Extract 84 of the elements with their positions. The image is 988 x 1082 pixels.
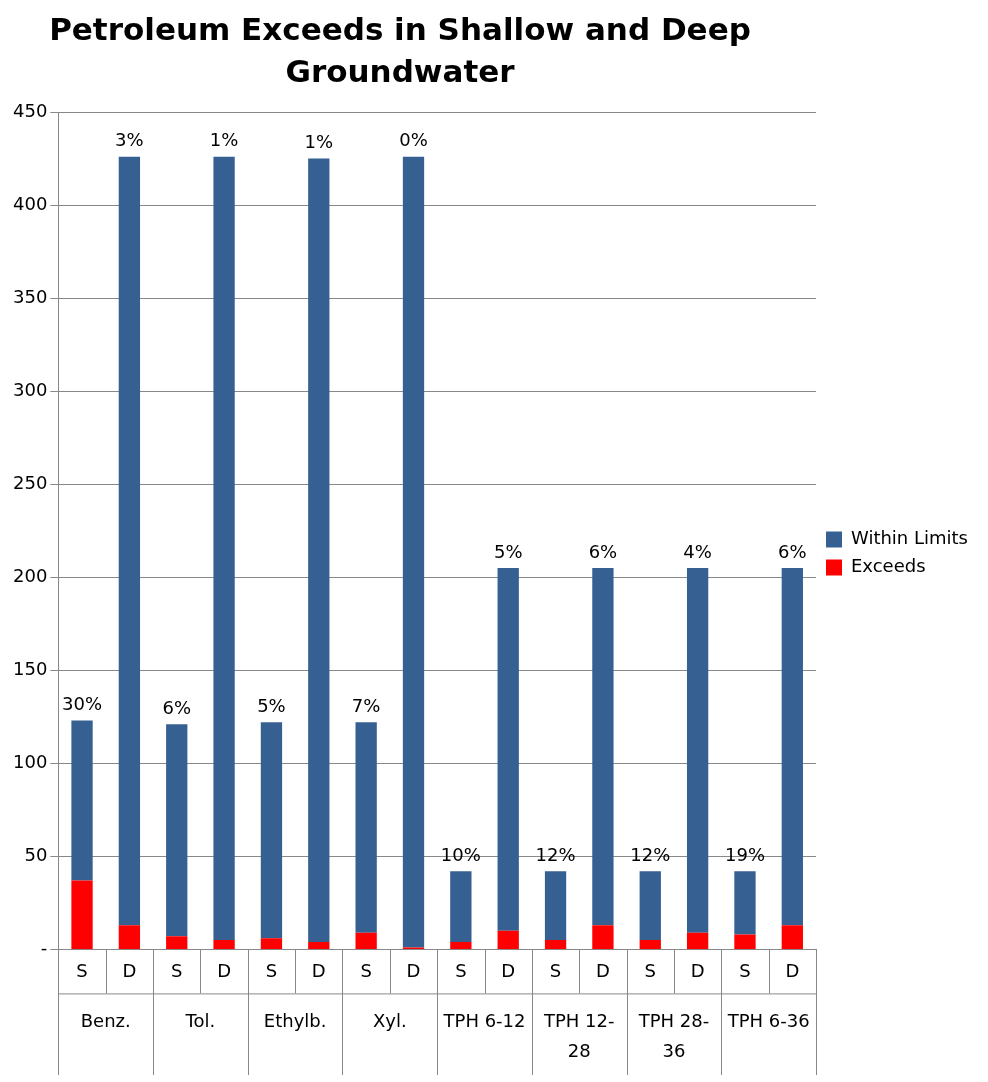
text: TPH 6-12	[442, 1010, 526, 1032]
annotation: 12%	[535, 843, 576, 865]
bar	[497, 567, 519, 931]
bar	[71, 720, 93, 881]
x-tick-label: D	[595, 959, 610, 981]
annotation: 12%	[630, 843, 671, 865]
bar	[260, 938, 283, 949]
bar	[118, 925, 141, 949]
annotation: 6%	[778, 540, 807, 562]
x-tick-label: S	[455, 959, 467, 981]
bar	[781, 925, 803, 949]
bar	[592, 567, 614, 926]
text: TPH 6-36	[726, 1010, 810, 1032]
y-tick-label: 100	[13, 750, 48, 772]
bar	[260, 722, 283, 939]
bar	[355, 722, 377, 933]
x-tick-label: S	[171, 959, 183, 981]
bar	[781, 567, 803, 926]
bar	[166, 724, 188, 937]
bar	[544, 940, 567, 949]
bar	[71, 880, 93, 949]
annotation: 1%	[209, 129, 239, 151]
bar	[734, 871, 756, 935]
annotation: 6%	[588, 540, 618, 562]
text: Tol.	[184, 1010, 216, 1032]
bar	[450, 871, 472, 942]
bar	[686, 567, 709, 933]
x-tick-label: S	[265, 959, 278, 981]
x-tick-label: D	[785, 959, 800, 981]
y-tick-label: 400	[13, 192, 48, 214]
annotation: 6%	[162, 696, 192, 718]
bar	[450, 941, 472, 949]
y-tick-label: 200	[13, 564, 48, 586]
text: TPH 12-28	[542, 1010, 615, 1062]
text: Ethylb.	[263, 1010, 327, 1032]
x-tick-label: D	[690, 959, 705, 981]
y-tick-label: 300	[13, 378, 48, 400]
bar	[734, 934, 756, 949]
y-tick-label: -	[40, 937, 48, 959]
text: Xyl.	[372, 1010, 407, 1032]
x-tick-label: D	[217, 959, 232, 981]
x-tick-label: S	[644, 959, 656, 981]
annotation: 1%	[304, 131, 334, 153]
y-tick-label: 150	[13, 657, 48, 679]
annotation: 5%	[493, 540, 523, 562]
text: TPH 28-36	[637, 1010, 710, 1062]
x-tick-label: D	[501, 959, 516, 981]
x-tick-label: S	[76, 959, 88, 981]
y-tick-label: 450	[13, 99, 48, 121]
annotation: 0%	[399, 129, 428, 151]
bar	[118, 156, 141, 926]
x-tick-label: D	[406, 959, 421, 981]
annotation: 10%	[440, 843, 481, 865]
bar	[544, 871, 567, 941]
chart-title: Petroleum Exceeds in Shallow and Deep Groundwater	[48, 10, 752, 91]
x-tick-label: S	[739, 959, 751, 981]
bar	[308, 158, 330, 942]
annotation: 5%	[257, 695, 286, 717]
bar	[686, 932, 709, 949]
annotation: 7%	[351, 695, 381, 717]
x-tick-label: D	[311, 959, 326, 981]
legend-label: Exceeds	[851, 555, 926, 577]
bar	[402, 156, 425, 948]
bar	[497, 930, 519, 949]
annotation: 30%	[62, 693, 103, 715]
text: Benz.	[80, 1010, 131, 1032]
annotation: 19%	[724, 843, 765, 865]
bar	[213, 940, 235, 949]
bar	[639, 940, 661, 949]
x-tick-label: D	[122, 959, 137, 981]
bar	[592, 925, 614, 949]
bar	[166, 936, 188, 949]
y-tick-label: 250	[13, 471, 48, 493]
bar	[213, 156, 235, 941]
x-tick-label: S	[549, 959, 562, 981]
annotation: 4%	[683, 540, 712, 562]
y-tick-label: 50	[24, 844, 48, 866]
x-tick-label: S	[360, 959, 372, 981]
bar	[639, 871, 661, 941]
bar	[308, 941, 330, 949]
y-tick-label: 350	[13, 285, 48, 307]
annotation: 3%	[115, 129, 144, 151]
legend-label: Within Limits	[851, 527, 968, 549]
bar	[355, 932, 377, 949]
